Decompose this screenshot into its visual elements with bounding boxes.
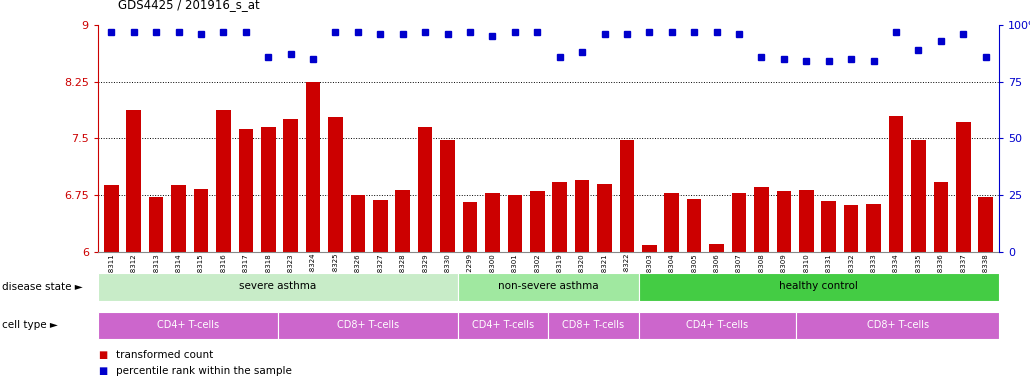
Text: CD4+ T-cells: CD4+ T-cells <box>473 320 535 330</box>
Text: GDS4425 / 201916_s_at: GDS4425 / 201916_s_at <box>118 0 261 12</box>
Bar <box>844 205 858 252</box>
Bar <box>261 127 275 252</box>
Bar <box>796 312 999 339</box>
Text: transformed count: transformed count <box>116 350 213 360</box>
Text: cell type ►: cell type ► <box>2 320 58 331</box>
Bar <box>687 199 701 252</box>
Bar <box>978 197 993 252</box>
Text: ■: ■ <box>98 350 107 360</box>
Bar <box>620 140 634 252</box>
Bar <box>822 201 836 252</box>
Bar <box>458 312 548 339</box>
Bar <box>575 180 589 252</box>
Text: severe asthma: severe asthma <box>239 281 317 291</box>
Bar <box>440 140 455 252</box>
Bar <box>754 187 768 252</box>
Bar <box>462 202 477 252</box>
Text: percentile rank within the sample: percentile rank within the sample <box>116 366 293 376</box>
Text: disease state ►: disease state ► <box>2 282 82 292</box>
Text: CD8+ T-cells: CD8+ T-cells <box>562 320 624 330</box>
Bar <box>866 204 881 252</box>
Bar <box>458 273 639 301</box>
Bar <box>350 195 366 252</box>
Bar <box>127 110 141 252</box>
Bar <box>639 312 796 339</box>
Text: CD8+ T-cells: CD8+ T-cells <box>337 320 400 330</box>
Bar <box>639 273 999 301</box>
Bar <box>777 191 791 252</box>
Bar <box>597 184 612 252</box>
Bar <box>956 122 970 252</box>
Bar <box>373 200 387 252</box>
Bar <box>329 117 343 252</box>
Bar <box>171 185 185 252</box>
Bar <box>283 119 298 252</box>
Bar <box>239 129 253 252</box>
Text: CD4+ T-cells: CD4+ T-cells <box>686 320 749 330</box>
Bar <box>98 312 278 339</box>
Bar <box>194 189 208 252</box>
Bar <box>485 193 500 252</box>
Bar <box>216 109 231 252</box>
Bar <box>508 195 522 252</box>
Text: CD8+ T-cells: CD8+ T-cells <box>866 320 929 330</box>
Bar <box>710 244 724 252</box>
Bar <box>552 182 566 252</box>
Bar <box>104 185 118 252</box>
Text: healthy control: healthy control <box>780 281 858 291</box>
Text: non-severe asthma: non-severe asthma <box>499 281 598 291</box>
Bar <box>889 116 903 252</box>
Text: ■: ■ <box>98 366 107 376</box>
Bar <box>664 194 679 252</box>
Bar <box>642 245 657 252</box>
Bar <box>418 127 433 252</box>
Bar <box>799 190 814 252</box>
Bar <box>731 194 747 252</box>
Bar <box>149 197 164 252</box>
Bar <box>530 191 545 252</box>
Bar <box>98 273 458 301</box>
Bar <box>548 312 639 339</box>
Bar <box>912 140 926 252</box>
Bar <box>396 190 410 252</box>
Bar <box>278 312 458 339</box>
Text: CD4+ T-cells: CD4+ T-cells <box>157 320 219 330</box>
Bar <box>933 182 948 252</box>
Bar <box>306 82 320 252</box>
